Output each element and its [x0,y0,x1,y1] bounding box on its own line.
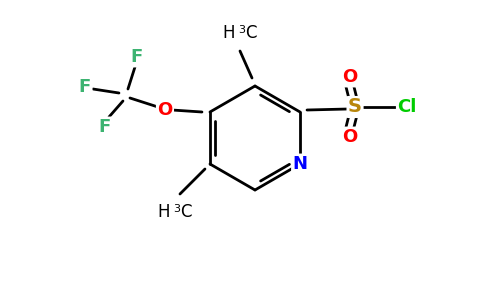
Text: O: O [342,68,358,86]
Text: N: N [292,155,307,173]
Text: 3: 3 [238,25,245,35]
Text: C: C [180,203,192,221]
Text: F: F [79,78,91,96]
Text: F: F [131,48,143,66]
Text: S: S [348,98,362,116]
Text: O: O [342,128,358,146]
Text: F: F [99,118,111,136]
Text: H: H [223,24,235,42]
Text: O: O [157,101,173,119]
Text: H: H [157,203,170,221]
Text: Cl: Cl [397,98,417,116]
Text: 3: 3 [173,204,180,214]
Text: C: C [245,24,257,42]
